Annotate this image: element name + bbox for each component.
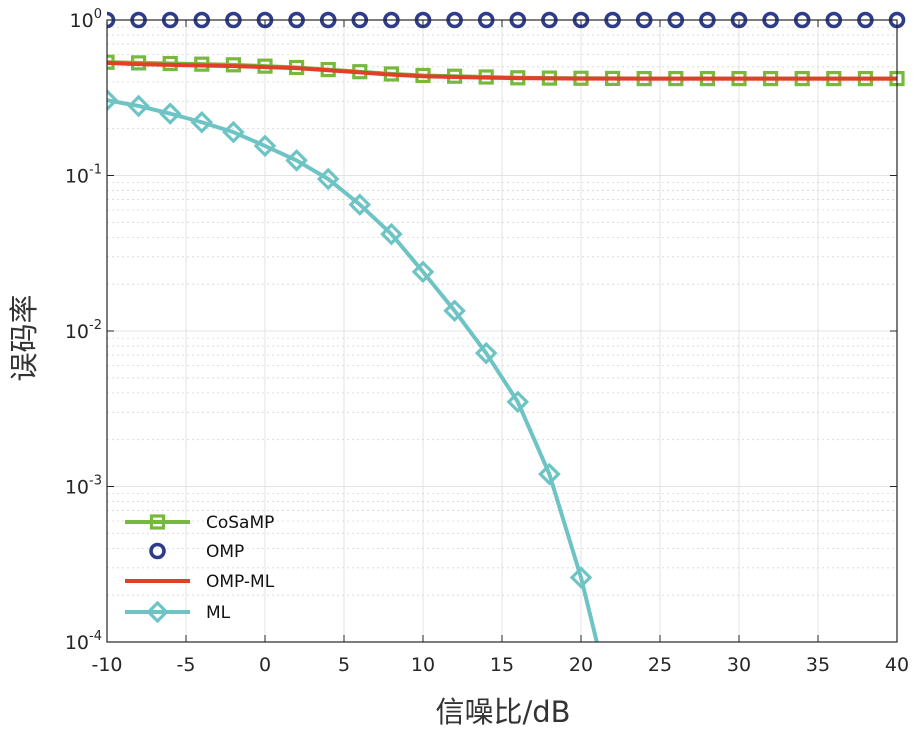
x-tick-label: 10 bbox=[411, 654, 435, 676]
diamond-marker bbox=[348, 193, 372, 216]
diamond-marker bbox=[538, 462, 561, 486]
diamond-marker bbox=[253, 134, 277, 158]
x-tick-label: 20 bbox=[569, 654, 593, 676]
diamond-marker bbox=[506, 390, 530, 414]
diamond-marker bbox=[380, 222, 403, 246]
x-tick-label: -10 bbox=[91, 654, 122, 676]
y-tick-label: 10-2 bbox=[65, 318, 102, 343]
x-axis-label: 信噪比/dB bbox=[435, 695, 570, 729]
diamond-marker bbox=[158, 102, 182, 125]
legend-label: ML bbox=[206, 603, 231, 623]
series-line-ml bbox=[107, 98, 599, 642]
grid bbox=[106, 19, 898, 643]
circle-marker bbox=[149, 542, 166, 560]
diamond-marker bbox=[146, 600, 169, 624]
x-tick-label: 0 bbox=[259, 654, 271, 676]
series-line-omp-ml bbox=[107, 60, 897, 81]
y-tick-label: 100 bbox=[70, 7, 102, 32]
diamond-marker bbox=[316, 167, 340, 191]
x-tick-label: -5 bbox=[177, 654, 196, 676]
y-tick-label: 10-4 bbox=[65, 629, 102, 654]
y-tick-label: 10-3 bbox=[65, 474, 102, 499]
diamond-marker bbox=[127, 94, 150, 118]
diamond-marker bbox=[107, 88, 119, 112]
legend: CoSaMP OMP OMP-ML ML bbox=[125, 513, 275, 624]
y-tick-label: 10-1 bbox=[65, 163, 102, 188]
series-ml bbox=[107, 88, 599, 642]
diamond-marker bbox=[190, 110, 214, 134]
tick-labels: -10 -5 0 5 10 15 20 25 30 35 40 100 10-1 10-2 10-3 10-4 bbox=[65, 7, 909, 676]
x-tick-label: 40 bbox=[885, 654, 909, 676]
diamond-marker bbox=[443, 299, 466, 322]
square-marker bbox=[149, 514, 166, 530]
x-tick-label: 35 bbox=[806, 654, 830, 676]
diamond-marker bbox=[569, 566, 593, 589]
x-tick-label: 25 bbox=[648, 654, 672, 676]
x-tick-label: 30 bbox=[727, 654, 751, 676]
legend-item-omp: OMP bbox=[149, 542, 244, 562]
legend-item-cosamp: CoSaMP bbox=[125, 513, 274, 533]
diamond-marker bbox=[222, 120, 245, 144]
legend-label: OMP bbox=[206, 542, 244, 562]
diamond-marker bbox=[474, 341, 498, 365]
x-tick-label: 5 bbox=[338, 654, 350, 676]
diamond-marker bbox=[285, 149, 308, 172]
legend-item-ml: ML bbox=[125, 600, 231, 624]
series-omp-ml bbox=[107, 60, 897, 81]
legend-label: CoSaMP bbox=[206, 513, 274, 533]
diamond-marker bbox=[411, 260, 435, 284]
x-tick-label: 15 bbox=[490, 654, 514, 676]
legend-label: OMP-ML bbox=[206, 572, 275, 592]
legend-item-omp-ml: OMP-ML bbox=[125, 572, 275, 592]
y-axis-label: 误码率 bbox=[7, 294, 41, 381]
